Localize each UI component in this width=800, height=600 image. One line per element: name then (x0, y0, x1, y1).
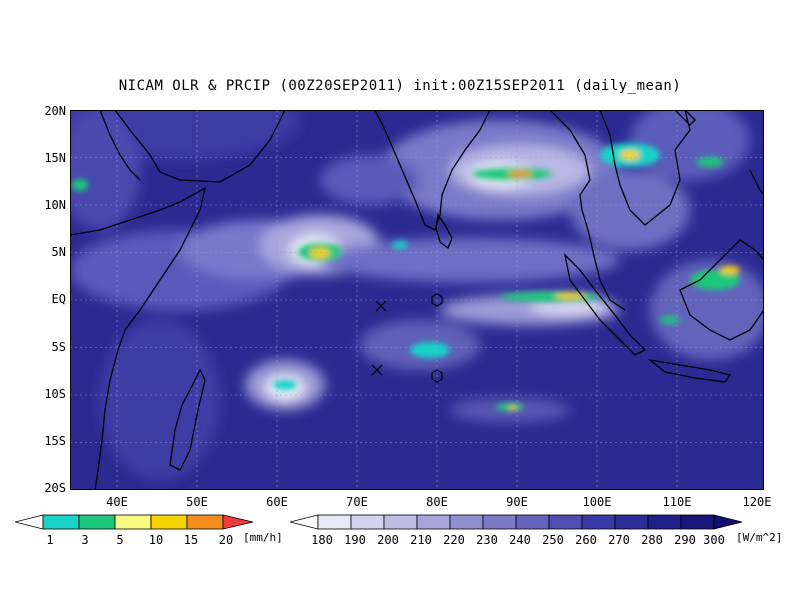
precip-cb-label: 1 (46, 533, 54, 547)
lat-label: 10N (44, 198, 66, 212)
lon-label: 40E (106, 495, 128, 509)
precip-cb-label: 10 (148, 533, 164, 547)
olr-cb-label: 250 (542, 533, 564, 547)
precip-cb-unit: [mm/h] (243, 531, 283, 544)
olr-cb-label: 300 (703, 533, 725, 547)
precip-cb-label: 3 (81, 533, 89, 547)
x-marker (371, 364, 383, 376)
figure-title: NICAM OLR & PRCIP (00Z20SEP2011) init:00… (118, 78, 682, 94)
lon-label: 50E (186, 495, 208, 509)
precipitation-field (72, 143, 740, 411)
lat-label: 15N (44, 151, 66, 165)
markers (371, 293, 443, 383)
lon-label: 80E (426, 495, 448, 509)
cb-triangle-left (290, 514, 319, 530)
olr-colorbar (290, 514, 743, 530)
lon-label: 110E (662, 495, 692, 509)
precip-cb-label: 15 (183, 533, 199, 547)
lon-label: 120E (742, 495, 772, 509)
lat-label: 10S (44, 387, 66, 401)
olr-cb-label: 290 (674, 533, 696, 547)
cb-triangle-left (15, 514, 44, 530)
graticule (70, 110, 764, 490)
olr-cb-label: 260 (575, 533, 597, 547)
hexagon-marker (431, 293, 443, 307)
olr-cb-label: 240 (509, 533, 531, 547)
map-frame (70, 110, 764, 490)
lat-label: EQ (51, 292, 66, 306)
olr-cb-label: 270 (608, 533, 630, 547)
cb-triangle-right (222, 514, 254, 530)
olr-cb-label: 190 (344, 533, 366, 547)
olr-cb-unit: [W/m^2] (736, 531, 783, 544)
olr-cb-label: 180 (311, 533, 333, 547)
precip-cb-label: 20 (218, 533, 234, 547)
x-marker (375, 300, 387, 312)
precip-cb-label: 5 (116, 533, 124, 547)
lon-label: 90E (506, 495, 528, 509)
lat-label: 20S (44, 481, 66, 495)
lon-label: 100E (582, 495, 612, 509)
hexagon-marker (431, 369, 443, 383)
lat-label: 5S (51, 340, 66, 354)
olr-cb-label: 210 (410, 533, 432, 547)
cb-triangle-right (713, 514, 743, 530)
lat-label: 5N (51, 245, 66, 259)
olr-cb-label: 200 (377, 533, 399, 547)
olr-precip-map (70, 110, 764, 490)
lat-label: 15S (44, 434, 66, 448)
coastlines (70, 110, 764, 490)
lon-label: 60E (266, 495, 288, 509)
lat-label: 20N (44, 104, 66, 118)
precip-colorbar (15, 514, 254, 530)
olr-cb-label: 280 (641, 533, 663, 547)
lon-label: 70E (346, 495, 368, 509)
olr-cb-label: 230 (476, 533, 498, 547)
olr-cb-label: 220 (443, 533, 465, 547)
